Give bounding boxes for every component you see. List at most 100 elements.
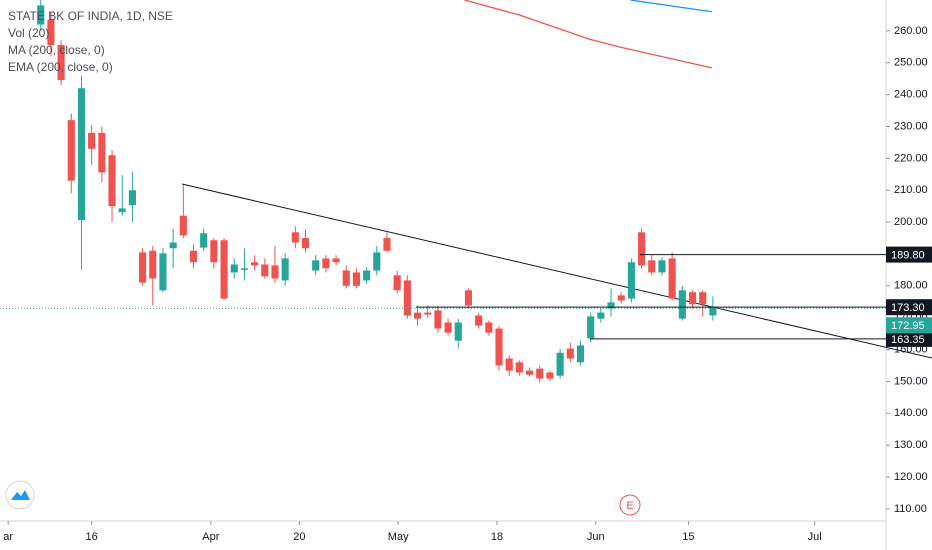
y-tick-label: 240.00 bbox=[894, 89, 928, 101]
y-tick-label: 120.00 bbox=[894, 471, 928, 483]
candle-body bbox=[373, 252, 381, 271]
candle-body bbox=[556, 352, 564, 376]
candle-body bbox=[424, 312, 432, 315]
candle-body bbox=[57, 44, 65, 80]
candle-body bbox=[98, 132, 106, 173]
candle-body bbox=[88, 132, 96, 149]
earnings-marker: E bbox=[626, 500, 633, 512]
candle-body bbox=[139, 252, 147, 283]
candle-body bbox=[128, 190, 136, 206]
candle-body bbox=[149, 250, 157, 279]
symbol-title: STATE BK OF INDIA, 1D, NSE bbox=[8, 9, 173, 23]
candle-body bbox=[515, 362, 523, 373]
candle-body bbox=[709, 306, 717, 316]
indicator-label: EMA (200, close, 0) bbox=[8, 60, 113, 74]
candle-body bbox=[475, 315, 483, 326]
x-tick-label: 20 bbox=[293, 531, 305, 543]
y-tick-label: 150.00 bbox=[894, 375, 928, 387]
tradingview-logo bbox=[5, 480, 35, 510]
candle-body bbox=[37, 5, 45, 25]
candle-body bbox=[169, 242, 177, 249]
y-tick-label: 180.00 bbox=[894, 280, 928, 292]
candle-body bbox=[301, 238, 310, 249]
level-label: 163.35 bbox=[891, 334, 925, 346]
earnings-circle bbox=[619, 494, 641, 516]
level-label: 173.30 bbox=[891, 302, 925, 314]
candle-body bbox=[597, 312, 605, 319]
ma-line bbox=[464, 0, 712, 69]
candle-body bbox=[342, 270, 350, 286]
candle-body bbox=[454, 322, 462, 341]
level-label-box bbox=[886, 246, 932, 263]
indicator-label: MA (200, close, 0) bbox=[8, 43, 105, 57]
x-tick-label: Jun bbox=[587, 531, 605, 543]
candle-body bbox=[210, 240, 218, 263]
candle-body bbox=[658, 260, 666, 273]
candle-body bbox=[688, 292, 697, 305]
level-label: 189.80 bbox=[891, 250, 925, 262]
candle-body bbox=[434, 310, 442, 329]
candle-body bbox=[607, 302, 615, 309]
x-tick-label: 18 bbox=[491, 531, 503, 543]
candle-body bbox=[363, 270, 371, 281]
candle-body bbox=[281, 258, 289, 281]
candle-body bbox=[67, 120, 75, 181]
y-tick-label: 130.00 bbox=[894, 439, 928, 451]
candle-body bbox=[587, 316, 595, 339]
ma-line bbox=[630, 0, 712, 13]
y-tick-label: 200.00 bbox=[894, 216, 928, 228]
candle-body bbox=[220, 240, 228, 299]
candle-body bbox=[505, 358, 513, 371]
candle-body bbox=[464, 290, 473, 306]
candle-body bbox=[413, 312, 422, 319]
candle-body bbox=[546, 372, 554, 379]
y-tick-label: 260.00 bbox=[894, 25, 928, 37]
candle-body bbox=[617, 295, 625, 301]
x-tick-label: Jul bbox=[808, 531, 822, 543]
y-tick-label: 140.00 bbox=[894, 407, 928, 419]
candle-body bbox=[525, 370, 534, 375]
y-tick-label: 220.00 bbox=[894, 152, 928, 164]
candle-body bbox=[566, 348, 574, 359]
x-tick-label: ar bbox=[3, 531, 13, 543]
candle-body bbox=[444, 322, 452, 333]
candle-body bbox=[179, 215, 187, 236]
indicator-label: Vol (20) bbox=[8, 26, 49, 40]
candle-body bbox=[485, 322, 493, 333]
candle-body bbox=[251, 262, 259, 266]
candle-body bbox=[118, 208, 126, 213]
candle-body bbox=[159, 253, 167, 291]
level-label-box bbox=[886, 330, 932, 347]
candle-body bbox=[332, 258, 340, 263]
candle-body bbox=[678, 290, 686, 319]
candle-body bbox=[108, 155, 116, 207]
x-tick-label: 15 bbox=[682, 531, 694, 543]
y-tick-label: 250.00 bbox=[894, 57, 928, 69]
candle-body bbox=[393, 275, 401, 291]
logo-shape bbox=[11, 490, 30, 500]
level-label-box bbox=[886, 299, 932, 316]
candle-body bbox=[77, 88, 86, 221]
candle-body bbox=[648, 260, 656, 273]
x-tick-label: May bbox=[388, 531, 409, 543]
last-price-label: 172.95 bbox=[891, 320, 925, 332]
candle-body bbox=[699, 292, 707, 305]
candle-body bbox=[312, 260, 320, 271]
candle-body bbox=[576, 345, 585, 363]
candle-body bbox=[261, 264, 269, 277]
candle-body bbox=[271, 265, 279, 279]
candle-body bbox=[322, 258, 330, 269]
trend-line bbox=[181, 183, 932, 359]
last-price-box bbox=[886, 317, 932, 334]
y-tick-label: 210.00 bbox=[894, 184, 928, 196]
candle-body bbox=[627, 262, 635, 299]
candle-body bbox=[200, 233, 208, 248]
candle-body bbox=[536, 368, 544, 379]
candle-body bbox=[495, 328, 503, 366]
candle-body bbox=[352, 272, 361, 286]
candle-body bbox=[383, 238, 391, 251]
candle-body bbox=[638, 232, 646, 266]
candle-body bbox=[230, 264, 238, 273]
y-tick-label: 230.00 bbox=[894, 120, 928, 132]
